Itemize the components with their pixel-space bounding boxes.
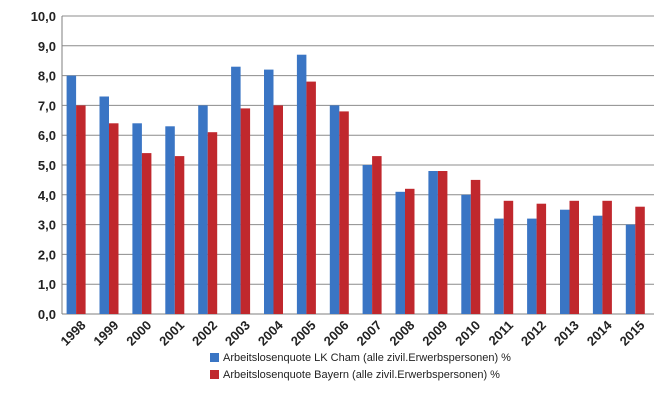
bar-cham-1998 [66, 75, 77, 314]
x-tick-label: 2009 [419, 318, 450, 349]
legend-label: Arbeitslosenquote LK Cham (alle zivil.Er… [223, 352, 511, 364]
bars [66, 54, 645, 315]
bar-cham-2008 [395, 191, 405, 314]
bar-bayern-2013 [569, 200, 579, 314]
bar-cham-2007 [362, 165, 373, 314]
legend-swatch [210, 353, 219, 362]
x-tick-label: 2014 [584, 317, 616, 349]
x-tick-label: 2003 [222, 318, 253, 349]
y-tick-label: 7,0 [38, 98, 56, 113]
y-tick-label: 3,0 [38, 218, 56, 233]
y-tick-label: 6,0 [38, 128, 56, 143]
bar-cham-2011 [494, 218, 504, 314]
y-tick-label: 4,0 [38, 188, 56, 203]
bar-cham-2014 [592, 215, 603, 314]
y-tick-label: 10,0 [31, 9, 56, 24]
bar-cham-2012 [527, 218, 537, 314]
bar-cham-2004 [264, 69, 274, 314]
x-tick-label: 2002 [189, 318, 220, 349]
bar-cham-2006 [329, 105, 340, 315]
legend-swatch [210, 370, 219, 379]
bar-bayern-2002 [207, 132, 218, 314]
bar-bayern-2009 [437, 171, 448, 314]
bar-bayern-2000 [141, 153, 152, 314]
y-tick-label: 0,0 [38, 307, 56, 322]
x-tick-label: 2012 [518, 318, 549, 349]
bar-cham-2010 [461, 194, 471, 314]
bar-bayern-2003 [240, 108, 251, 315]
bar-bayern-2001 [174, 156, 185, 314]
x-tick-labels: 1998 1999 2000 2001 2002 2003 2004 2005 2006 2007… [58, 317, 648, 349]
y-tick-label: 2,0 [38, 247, 56, 262]
bar-cham-2005 [296, 54, 307, 314]
bar-bayern-2004 [273, 105, 283, 315]
x-tick-label: 2008 [386, 318, 417, 349]
bar-bayern-2011 [503, 200, 514, 314]
bar-bayern-2014 [602, 200, 612, 314]
bar-bayern-1998 [76, 105, 86, 315]
x-tick-label: 2007 [354, 318, 385, 349]
legend: Arbeitslosenquote LK Cham (alle zivil.Er… [210, 352, 511, 381]
bar-bayern-2015 [635, 206, 645, 314]
x-tick-label: 2010 [452, 318, 483, 349]
x-tick-label: 1998 [58, 318, 89, 349]
x-tick-label: 2001 [156, 318, 187, 349]
bar-bayern-2007 [372, 156, 382, 314]
bar-bayern-2008 [405, 188, 415, 314]
bar-bayern-1999 [109, 123, 119, 314]
y-tick-label: 8,0 [38, 69, 56, 84]
bar-cham-2015 [625, 224, 636, 314]
x-tick-label: 2004 [255, 317, 287, 349]
x-tick-label: 2005 [288, 318, 319, 349]
y-tick-label: 1,0 [38, 277, 56, 292]
bar-bayern-2006 [339, 111, 349, 315]
bar-cham-1999 [99, 96, 109, 314]
bar-cham-2002 [198, 105, 208, 315]
bar-bayern-2012 [536, 203, 547, 314]
x-tick-label: 2013 [551, 318, 582, 349]
bar-cham-2013 [560, 209, 570, 314]
bar-bayern-2010 [470, 179, 481, 314]
bar-cham-2000 [132, 123, 142, 314]
x-tick-label: 2015 [617, 318, 648, 349]
x-tick-label: 2011 [486, 318, 517, 349]
legend-label: Arbeitslosenquote Bayern (alle zivil.Erw… [223, 369, 500, 381]
gridlines [62, 15, 654, 315]
y-tick-label: 9,0 [38, 39, 56, 54]
x-tick-label: 2000 [123, 318, 154, 349]
y-tick-label: 5,0 [38, 158, 56, 173]
bar-bayern-2005 [306, 81, 316, 314]
y-tick-labels: 0,0 1,0 2,0 3,0 4,0 5,0 6,0 7,0 8,0 9,0 10,0 [31, 9, 56, 322]
x-tick-label: 1999 [90, 318, 121, 349]
bar-cham-2003 [231, 66, 241, 314]
bar-cham-2001 [165, 126, 175, 314]
bar-cham-2009 [428, 171, 438, 314]
x-tick-label: 2006 [321, 318, 352, 349]
